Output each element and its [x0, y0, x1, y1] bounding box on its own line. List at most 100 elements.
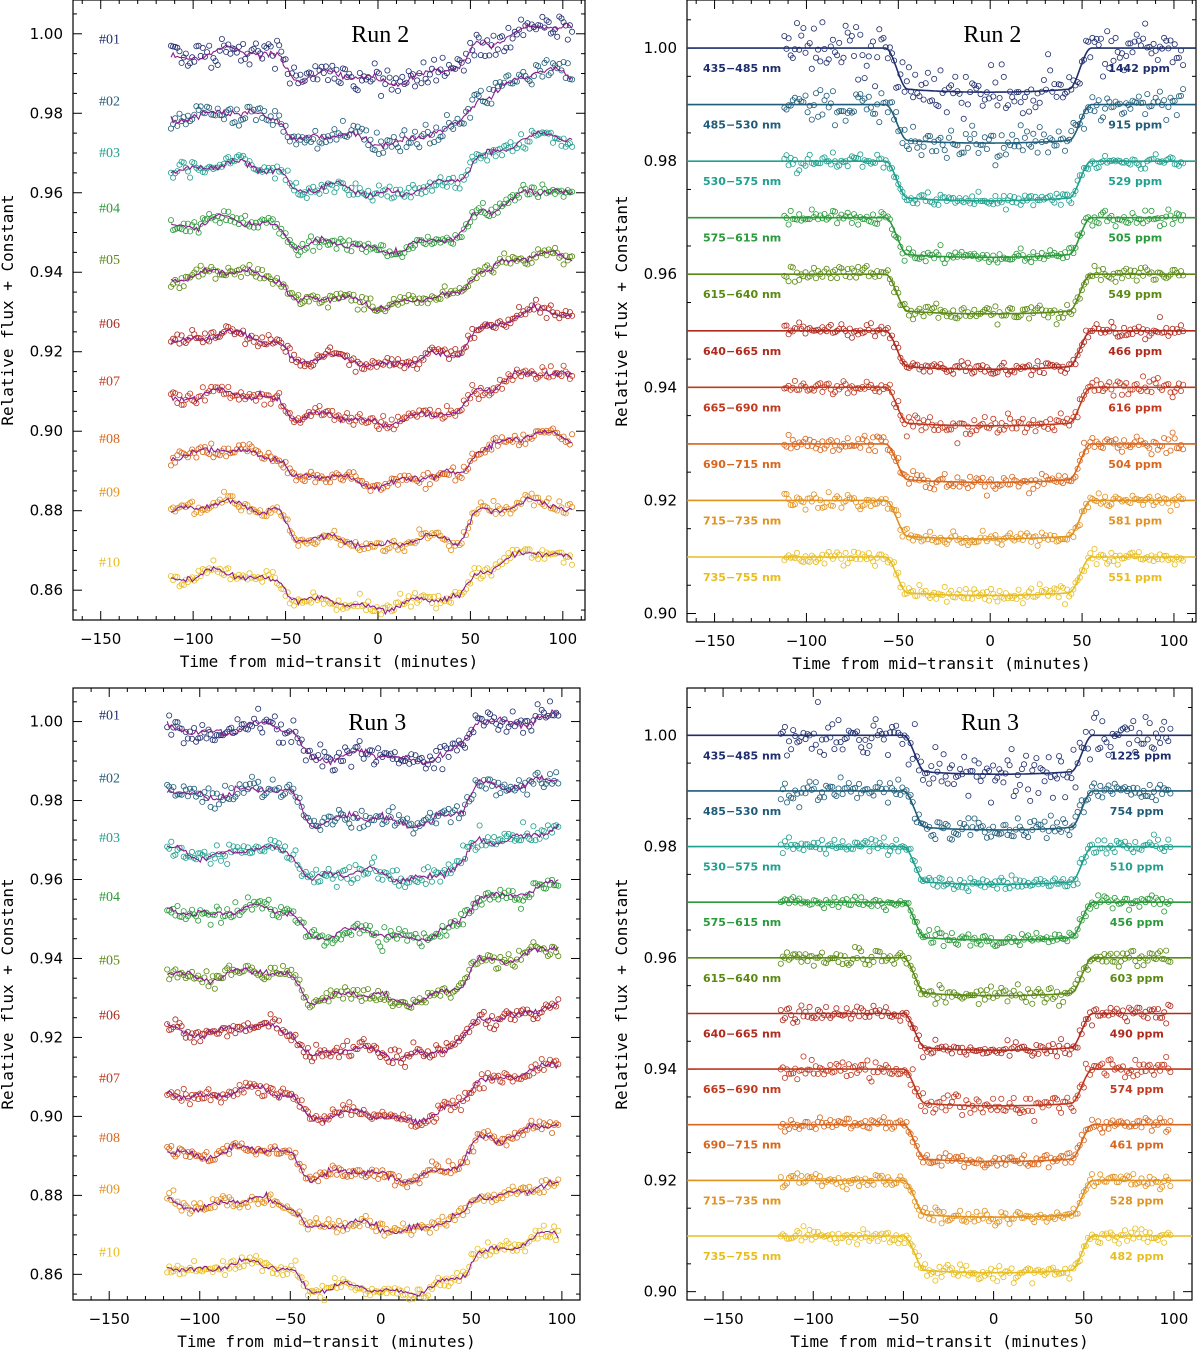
- data-point: [520, 68, 527, 75]
- data-point: [360, 755, 367, 762]
- data-point: [836, 39, 843, 46]
- data-point: [964, 359, 971, 366]
- data-point: [924, 69, 931, 76]
- data-point: [314, 76, 321, 83]
- data-point: [439, 288, 446, 295]
- data-point: [174, 331, 181, 338]
- y-tick-label: 0.88: [30, 502, 63, 520]
- data-point: [1165, 206, 1172, 213]
- data-point: [910, 423, 917, 430]
- data-point: [316, 403, 323, 410]
- data-point: [903, 433, 910, 440]
- data-point: [467, 114, 474, 121]
- data-point: [872, 333, 879, 340]
- data-point: [469, 276, 476, 283]
- data-point: [271, 713, 278, 720]
- data-point: [865, 53, 872, 60]
- data-point: [477, 52, 484, 59]
- data-point: [484, 834, 491, 841]
- data-point: [964, 144, 971, 151]
- data-point: [1036, 124, 1043, 131]
- data-point: [454, 407, 461, 414]
- data-point: [475, 395, 482, 402]
- data-point: [166, 712, 173, 719]
- data-point: [271, 108, 278, 115]
- data-point: [1000, 144, 1007, 151]
- data-point: [371, 146, 378, 153]
- data-point: [1142, 207, 1149, 214]
- data-point: [1097, 276, 1104, 283]
- data-point: [870, 38, 877, 45]
- data-point: [796, 319, 803, 326]
- y-tick-label: 0.90: [644, 605, 677, 623]
- data-point: [235, 396, 242, 403]
- data-point: [524, 20, 531, 27]
- data-point: [399, 132, 406, 139]
- data-point: [979, 527, 986, 534]
- data-point: [863, 62, 870, 69]
- data-point: [187, 174, 194, 181]
- data-point: [821, 46, 828, 53]
- data-point: [295, 542, 302, 549]
- data-point: [547, 302, 554, 309]
- data-point: [439, 133, 446, 140]
- data-point: [983, 492, 990, 499]
- data-point: [170, 43, 177, 50]
- data-point: [350, 122, 357, 129]
- data-point: [477, 384, 484, 391]
- data-point: [1030, 130, 1037, 137]
- data-point: [1007, 415, 1014, 422]
- data-point: [293, 141, 300, 148]
- data-point: [844, 390, 851, 397]
- data-point: [223, 272, 230, 279]
- data-point: [1140, 35, 1147, 42]
- data-point: [829, 36, 836, 43]
- data-point: [535, 63, 542, 70]
- data-point: [808, 65, 815, 72]
- data-point: [197, 103, 204, 110]
- data-point: [290, 717, 297, 724]
- data-point: [269, 164, 276, 171]
- data-point: [1180, 62, 1187, 69]
- data-point: [257, 218, 264, 225]
- data-point: [1135, 549, 1142, 556]
- data-point: [992, 192, 999, 199]
- data-point: [1019, 415, 1026, 422]
- data-point: [1171, 41, 1178, 48]
- data-point: [1057, 410, 1064, 417]
- data-point: [916, 582, 923, 589]
- data-point: [358, 807, 365, 814]
- data-point: [1148, 207, 1155, 214]
- data-point: [225, 264, 232, 271]
- data-point: [1040, 77, 1047, 84]
- data-point: [447, 819, 454, 826]
- data-point: [550, 29, 557, 36]
- data-point: [180, 401, 187, 408]
- data-point: [492, 153, 499, 160]
- data-point: [184, 168, 191, 175]
- data-point: [560, 59, 567, 66]
- data-point: [458, 234, 465, 241]
- data-point: [346, 291, 353, 298]
- data-point: [172, 170, 179, 177]
- data-point: [428, 187, 435, 194]
- data-point: [373, 129, 380, 136]
- data-point: [220, 116, 227, 123]
- data-point: [981, 483, 988, 490]
- data-point: [526, 78, 533, 85]
- data-point: [1144, 91, 1151, 98]
- data-point: [435, 346, 442, 353]
- data-point: [975, 188, 982, 195]
- data-point: [1028, 371, 1035, 378]
- data-point: [378, 92, 385, 99]
- data-point: [533, 296, 540, 303]
- data-point: [524, 191, 531, 198]
- data-point: [176, 392, 183, 399]
- data-point: [207, 921, 214, 928]
- y-tick-label: 0.92: [644, 491, 677, 509]
- data-point: [269, 776, 276, 783]
- data-point: [1140, 373, 1147, 380]
- data-point: [520, 32, 527, 39]
- data-point: [558, 142, 565, 149]
- data-point: [397, 186, 404, 193]
